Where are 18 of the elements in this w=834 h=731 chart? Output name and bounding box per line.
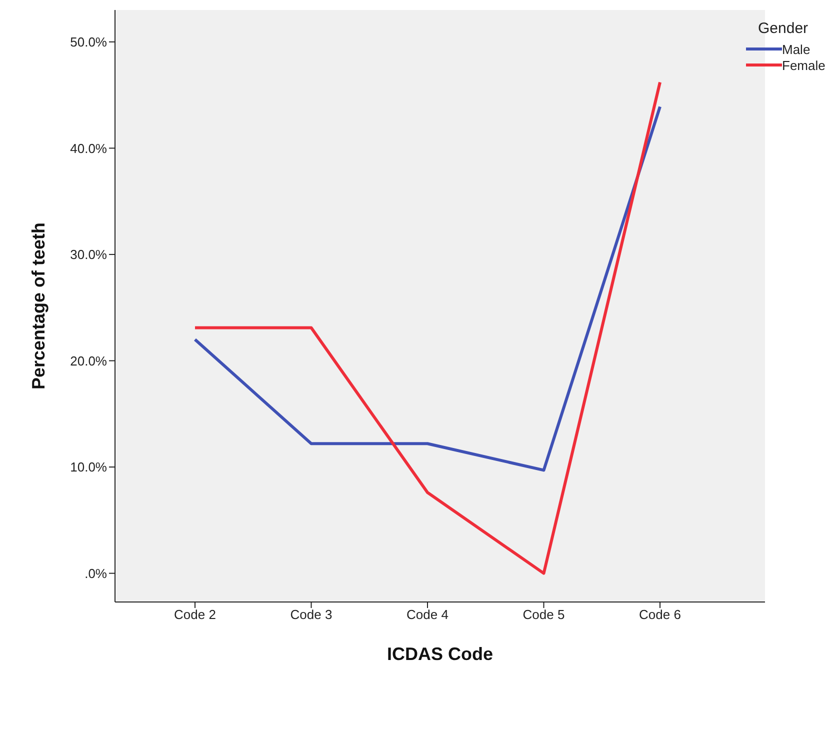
line-series (194, 105, 662, 472)
line-series (194, 80, 662, 575)
y-tick-label: 50.0% (70, 34, 108, 50)
x-tick-label: Code 6 (639, 607, 681, 622)
legend-label: Female (782, 58, 826, 72)
y-tick-label: 20.0% (70, 353, 108, 368)
y-tick-label: 30.0% (70, 247, 108, 262)
y-tick-label: 10.0% (70, 460, 108, 475)
x-tick-label: Code 4 (406, 607, 448, 622)
x-axis-title: ICDAS Code (386, 644, 494, 664)
y-tick-label: .0% (84, 566, 108, 581)
legend-title: Gender (758, 20, 810, 37)
x-tick-label: Code 2 (174, 607, 216, 622)
x-tick-label: Code 5 (522, 607, 565, 622)
legend-label: Male (782, 42, 810, 56)
y-tick-label: 40.0% (70, 140, 108, 156)
y-axis-title: Percentage of teeth (28, 222, 48, 390)
x-tick-label: Code 3 (290, 607, 332, 622)
